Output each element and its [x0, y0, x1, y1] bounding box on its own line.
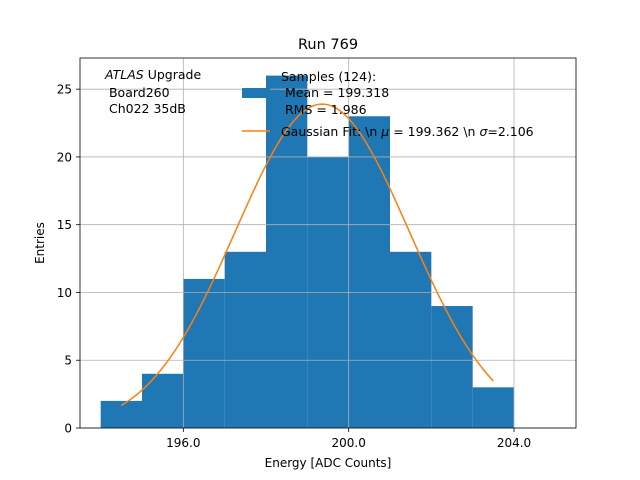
legend-hist-swatch: [242, 88, 270, 98]
info-annotation: ATLAS Upgrade Board260 Ch022 35dB: [104, 67, 201, 116]
legend-mu-value: = 199.362 \n: [389, 124, 479, 139]
board-label: Board260: [105, 85, 170, 100]
plot-frame: [79, 57, 577, 429]
atlas-label: ATLAS: [104, 67, 144, 82]
legend-sigma-value: =2.106: [487, 124, 533, 139]
y-tick-label-5: 25: [57, 83, 72, 97]
experiment-label: ATLAS Upgrade: [104, 67, 201, 82]
legend: Samples (124): Mean = 199.318 RMS = 1.98…: [242, 69, 534, 139]
legend-fit-prefix: Gaussian Fit: \n: [281, 124, 381, 139]
histogram-bar-3: [224, 251, 266, 428]
legend-hist-rms: RMS = 1.986: [281, 102, 367, 117]
legend-fit-label: Gaussian Fit: \n μ = 199.362 \n σ=2.106: [281, 124, 534, 139]
histogram-bars: [100, 75, 514, 429]
x-tick-label-0: 196.0: [166, 436, 200, 450]
channel-label: Ch022 35dB: [105, 101, 186, 116]
histogram-bar-9: [472, 387, 514, 428]
y-tick-label-2: 10: [57, 286, 72, 300]
histogram-bar-1: [142, 373, 184, 428]
chart-title: Run 769: [298, 37, 358, 53]
histogram-bar-8: [431, 306, 473, 428]
histogram-bar-6: [348, 116, 390, 429]
y-tick-label-3: 15: [57, 218, 72, 232]
legend-hist-mean: Mean = 199.318: [281, 85, 389, 100]
histogram-bar-7: [390, 251, 432, 428]
upgrade-label: Upgrade: [144, 67, 202, 82]
legend-mu-symbol: μ: [380, 124, 389, 139]
y-tick-label-0: 0: [64, 422, 72, 436]
histogram-bar-2: [183, 278, 225, 428]
axis-ticks: 196.0 200.0 204.0 0 5 10 15 20 25: [57, 83, 531, 450]
y-axis-label: Entries: [33, 222, 47, 264]
x-tick-label-2: 204.0: [497, 436, 531, 450]
histogram-bar-4: [266, 75, 308, 428]
legend-hist-title: Samples (124):: [281, 69, 376, 84]
x-tick-label-1: 200.0: [331, 436, 365, 450]
x-axis-label: Energy [ADC Counts]: [265, 456, 392, 470]
y-tick-label-1: 5: [64, 354, 72, 368]
gaussian-fit-curve: [120, 103, 494, 407]
legend-sigma-symbol: σ: [479, 124, 488, 139]
y-tick-label-4: 20: [57, 150, 72, 164]
